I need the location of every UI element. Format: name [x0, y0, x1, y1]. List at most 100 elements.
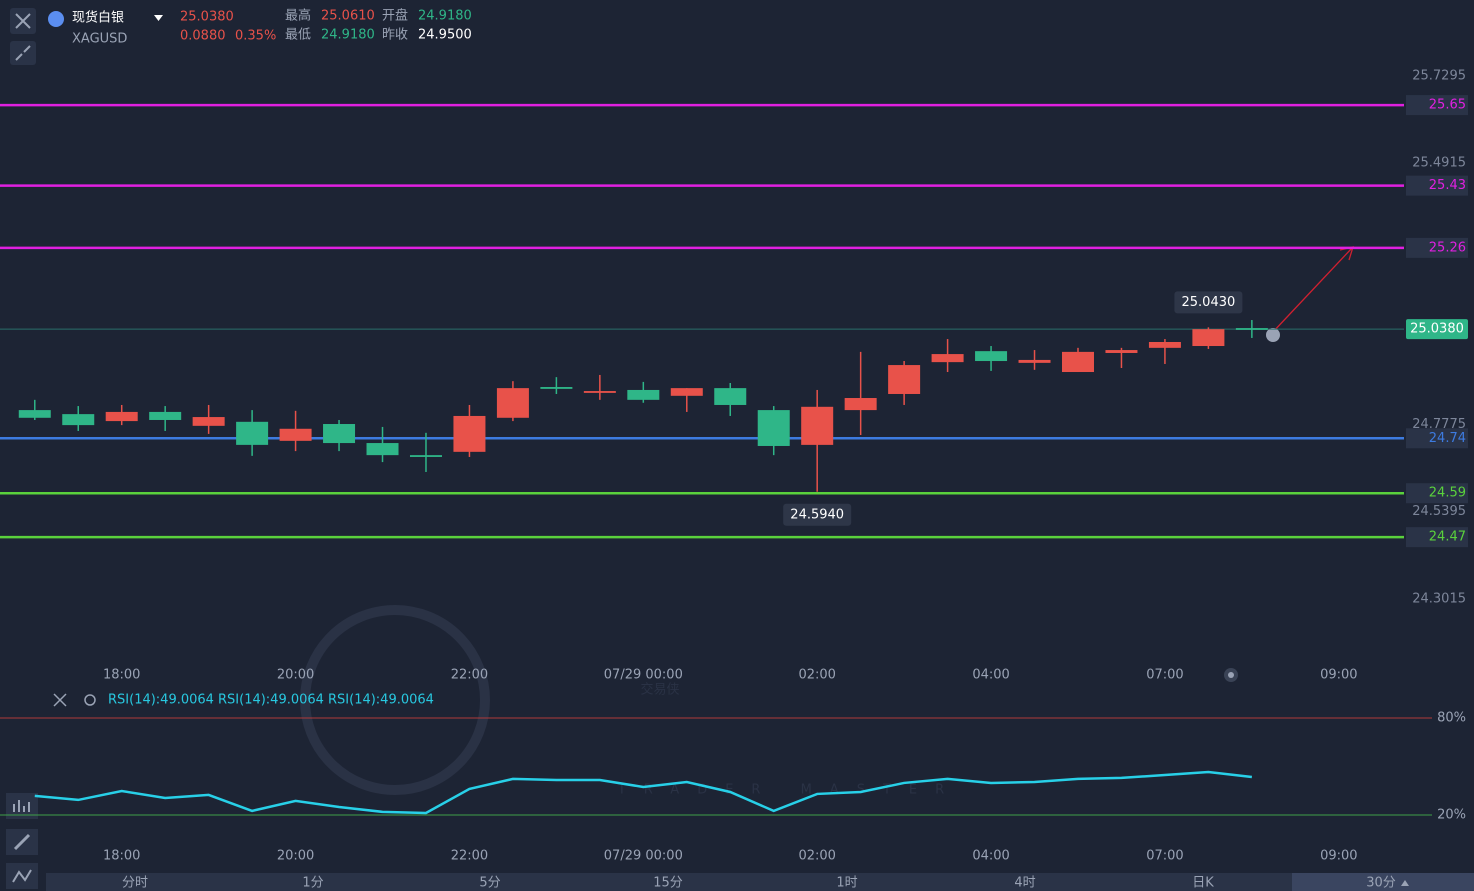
level-label: 24.47: [1429, 530, 1466, 545]
annotation-box: [1174, 291, 1243, 314]
x-tick-label: 07/29 00:00: [604, 849, 683, 864]
candle-body: [540, 387, 573, 389]
timeframe-tab[interactable]: 15分: [653, 876, 683, 891]
candle-body: [627, 389, 660, 400]
candle-body: [1235, 328, 1268, 330]
timeframe-tab[interactable]: 分时: [122, 876, 148, 891]
last-price-label: 25.0380: [1410, 322, 1464, 337]
tab-bar: [46, 873, 1474, 891]
x-tick-label: 04:00: [972, 849, 1009, 864]
x-tick-label: 02:00: [798, 668, 835, 683]
candle-body: [583, 391, 616, 393]
info-icon[interactable]: [1266, 328, 1280, 342]
symbol-code: XAGUSD: [72, 32, 127, 47]
timeframe-tab[interactable]: 5分: [479, 876, 500, 891]
level-label-box: [1406, 175, 1468, 196]
level-label-box: [1406, 483, 1468, 504]
x-tick-label: 09:00: [1320, 668, 1357, 683]
candle-body: [105, 411, 138, 422]
low-value: 24.9180: [321, 28, 375, 43]
x-tick-label: 09:00: [1320, 849, 1357, 864]
change-percent: 0.35%: [235, 29, 276, 44]
candle-body: [62, 414, 95, 426]
candle-body: [931, 354, 964, 363]
x-tick-label: 02:00: [798, 849, 835, 864]
candle-body: [801, 406, 834, 445]
candle-body: [714, 388, 747, 405]
x-tick-label: 22:00: [451, 849, 488, 864]
close-icon: [15, 13, 31, 29]
candle-body: [496, 388, 529, 418]
symbol-name[interactable]: 现货白银: [72, 10, 124, 26]
level-label: 24.59: [1429, 486, 1466, 501]
prev-label: 昨收: [382, 28, 408, 43]
candle-body: [236, 421, 269, 445]
rsi-settings[interactable]: [84, 694, 96, 706]
collapse-icon: [15, 45, 31, 61]
timeframe-tab[interactable]: 1时: [836, 876, 857, 891]
candle-body: [453, 415, 486, 452]
x-tick-label: 07/29 00:00: [604, 668, 683, 683]
timeframe-tab[interactable]: 1分: [302, 876, 323, 891]
last-price: 25.0380: [180, 10, 234, 25]
candle-body: [149, 411, 182, 420]
y-tick-label: 25.4915: [1412, 156, 1466, 171]
level-label-box: [1406, 95, 1468, 116]
candle-body: [1061, 351, 1094, 373]
timeframe-tab[interactable]: 4时: [1014, 876, 1035, 891]
watermark-en: TRADER MASTER: [617, 783, 962, 798]
candle-body: [1018, 359, 1051, 363]
rsi-level-label: 20%: [1437, 807, 1466, 822]
x-tick-label: 18:00: [103, 668, 140, 683]
level-label-box: [1406, 237, 1468, 258]
scroll-dot-inner: [1228, 672, 1234, 678]
candle-body: [757, 410, 790, 446]
candle-body: [1148, 341, 1181, 348]
watermark-logo: [300, 605, 490, 795]
rsi-level-label: 80%: [1437, 710, 1466, 725]
candle-body: [409, 455, 442, 457]
candle-body: [888, 365, 921, 394]
change: 0.0880: [180, 29, 226, 44]
rsi-line: [34, 770, 1253, 815]
annotation-label: 25.0430: [1182, 295, 1236, 310]
x-tick-label: 20:00: [277, 668, 314, 683]
x-tick-label: 18:00: [103, 849, 140, 864]
candle-body: [1192, 329, 1225, 347]
rsi-close[interactable]: [53, 693, 67, 707]
y-tick-label: 25.7295: [1412, 68, 1466, 83]
candle-body: [18, 410, 51, 418]
level-label: 25.43: [1429, 178, 1466, 193]
rsi-indicator: RSI(14):49.0064: [108, 693, 214, 708]
candle-body: [192, 417, 225, 426]
symbol-icon: [48, 11, 64, 27]
candle-body: [279, 428, 312, 441]
candle-body: [670, 388, 703, 396]
timeframe-tab[interactable]: 30分: [1366, 876, 1396, 891]
timeframe-tab[interactable]: 日K: [1192, 876, 1214, 891]
level-label-box: [1406, 527, 1468, 548]
prev-value: 24.9500: [418, 28, 472, 43]
tab-selected[interactable]: [1292, 873, 1474, 891]
indicator-icon: [13, 800, 30, 812]
y-tick-label: 24.5395: [1412, 504, 1466, 519]
y-tick-label: 24.3015: [1412, 591, 1466, 606]
candle-body: [844, 398, 877, 411]
level-label: 25.26: [1429, 240, 1466, 255]
x-tick-label: 07:00: [1146, 668, 1183, 683]
watermark: 交易侠: [640, 682, 679, 698]
dropdown-icon[interactable]: [154, 15, 163, 21]
low-label: 最低: [285, 28, 311, 43]
level-label-box: [1406, 428, 1468, 449]
high-value: 25.0610: [321, 9, 375, 24]
annotation-box: [783, 503, 852, 526]
open-label: 开盘: [382, 8, 408, 24]
draw-icon: [13, 833, 31, 851]
candle-body: [1105, 350, 1138, 353]
last-price-box: [1406, 319, 1468, 340]
collapse-button[interactable]: [10, 41, 36, 65]
open-value: 24.9180: [418, 9, 472, 24]
x-tick-label: 22:00: [451, 668, 488, 683]
annotation-label: 24.5940: [790, 507, 844, 522]
